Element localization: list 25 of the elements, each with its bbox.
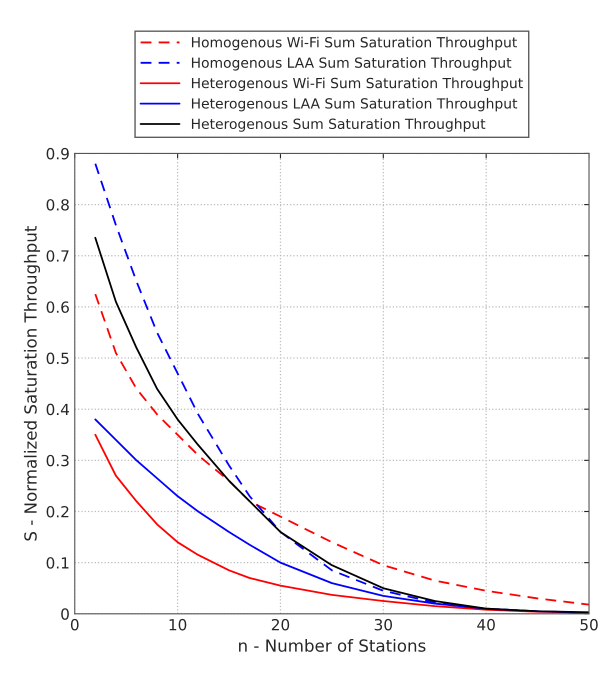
- y-axis-title: S - Normalized Saturation Throughput: [24, 226, 40, 541]
- y-tick-label: 0.3: [46, 454, 69, 466]
- y-tick-label: 0.2: [46, 506, 68, 518]
- x-tick-label: 30: [374, 618, 392, 630]
- legend-label: Homogenous Wi-Fi Sum Saturation Throughput: [192, 36, 517, 50]
- y-tick-label: 0.7: [46, 250, 69, 262]
- y-tick-label: 0.9: [46, 148, 69, 160]
- y-tick-label: 0.5: [46, 352, 69, 364]
- legend-label: Heterogenous Wi-Fi Sum Saturation Throughput: [192, 78, 523, 91]
- x-tick-label: 0: [70, 618, 79, 630]
- legend-label: Heterogenous Sum Saturation Throughput: [192, 118, 486, 132]
- legend-label: Homogenous LAA Sum Saturation Throughput: [192, 57, 512, 71]
- y-tick-label: 0.6: [46, 301, 69, 313]
- x-tick-label: 40: [477, 618, 495, 630]
- y-tick-label: 0.8: [46, 199, 69, 211]
- y-tick-label: 0: [61, 608, 69, 620]
- y-tick-label: 0.1: [46, 557, 68, 569]
- line-series: [94, 293, 590, 606]
- x-tick-label: 20: [272, 618, 290, 630]
- legend-label: Heterogenous LAA Sum Saturation Throughput: [192, 98, 518, 112]
- x-tick-label: 10: [170, 618, 186, 630]
- y-tick-label: 0.4: [46, 404, 70, 416]
- line-series: [94, 236, 590, 614]
- x-axis-title: n - Number of Stations: [239, 639, 426, 652]
- x-tick-label: 50: [580, 618, 598, 630]
